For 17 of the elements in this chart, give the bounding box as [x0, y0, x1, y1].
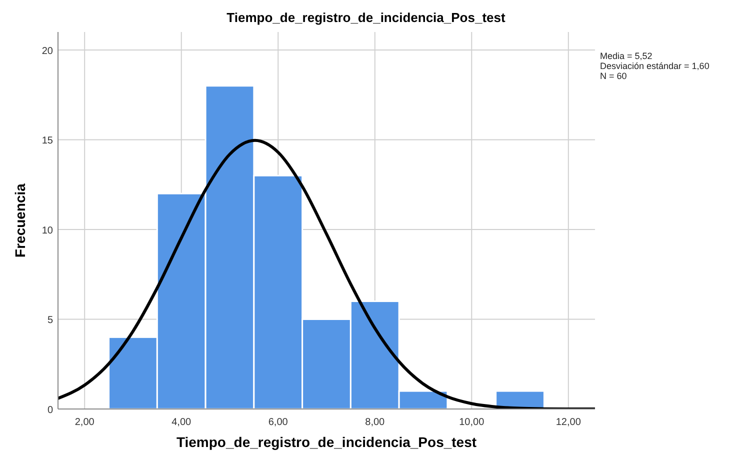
y-tick-label: 0 — [47, 405, 54, 416]
x-tick-label: 8,00 — [365, 417, 386, 428]
y-tick-label: 20 — [42, 46, 54, 57]
x-tick-label: 4,00 — [172, 417, 192, 428]
y-axis-title: Frecuencia — [12, 183, 28, 258]
text: Desviación estándar = 1,60 — [600, 61, 710, 71]
y-tick-label: 5 — [47, 315, 54, 326]
x-tick-label: 6,00 — [268, 417, 288, 428]
text: Media = 5,52 — [600, 51, 652, 61]
x-tick-label: 10,00 — [459, 417, 485, 428]
y-tick-label: 10 — [42, 225, 54, 236]
x-tick-label: 12,00 — [556, 417, 582, 428]
x-axis-title: Tiempo_de_registro_de_incidencia_Pos_test — [176, 434, 477, 450]
text: N = 60 — [600, 71, 627, 81]
x-tick-label: 2,00 — [74, 417, 95, 428]
chart-title: Tiempo_de_registro_de_incidencia_Pos_test — [226, 10, 506, 25]
y-tick-label: 15 — [42, 136, 54, 147]
